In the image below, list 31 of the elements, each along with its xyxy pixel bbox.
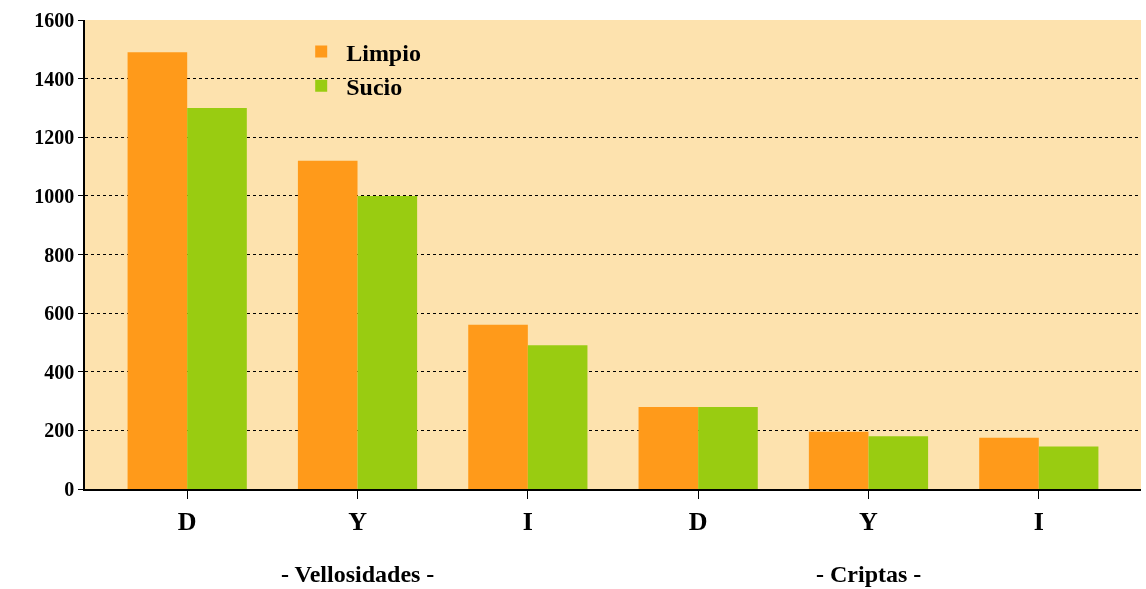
x-tick-label: D [688, 506, 708, 536]
x-tick-label: I [522, 506, 533, 536]
y-tick-label: 200 [44, 419, 75, 442]
text: - Vellosidades - [281, 561, 435, 587]
bar [468, 324, 528, 489]
x-tick-label: D [177, 506, 197, 536]
y-tick-label: 1000 [34, 184, 75, 207]
legend-label: Limpio [346, 39, 421, 66]
bar [357, 195, 418, 489]
y-tick-label: 600 [44, 302, 75, 325]
y-tick-label: 0 [64, 478, 75, 500]
bar [527, 345, 588, 489]
y-tick-label: 1200 [34, 126, 75, 149]
x-tick-label: Y [859, 506, 879, 536]
bar [127, 52, 188, 489]
bar [297, 160, 358, 489]
bar [808, 431, 869, 489]
y-tick-label: 800 [44, 243, 75, 266]
legend-label: Sucio [346, 74, 403, 101]
bar [698, 406, 758, 489]
bar [868, 436, 929, 489]
y-tick-label: 1600 [34, 9, 75, 31]
x-tick-label: I [1033, 506, 1044, 536]
x-tick-label: Y [348, 506, 368, 536]
bar [1038, 446, 1099, 489]
text: - Criptas - [816, 561, 922, 587]
bar [638, 406, 699, 489]
bar [979, 437, 1039, 489]
y-tick-label: 400 [44, 360, 75, 383]
y-tick-label: 1400 [34, 67, 75, 90]
bar [187, 107, 247, 489]
